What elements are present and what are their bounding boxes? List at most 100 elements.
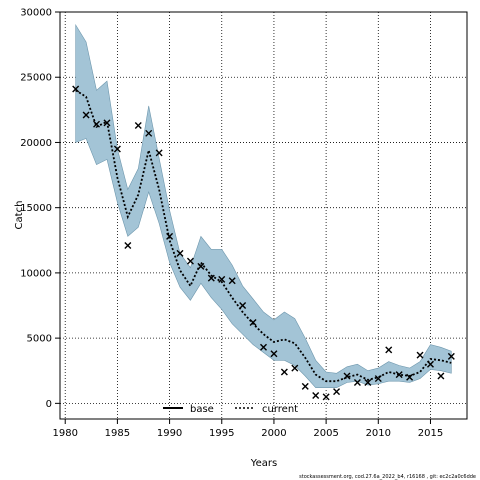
observed-point (280, 368, 288, 376)
observed-point (312, 392, 320, 400)
observed-point-stroke (343, 372, 351, 380)
observed-point-stroke (239, 302, 247, 310)
observed-point-stroke (426, 360, 434, 368)
observed-point (93, 120, 101, 128)
y-tick-label: 30000 (20, 8, 52, 19)
observed-point-stroke (312, 392, 320, 400)
observed-point (437, 372, 445, 380)
x-tick-label: 1995 (209, 428, 234, 439)
observed-point-stroke (353, 378, 361, 386)
observed-point-stroke (291, 364, 299, 372)
y-tick-label: 15000 (20, 203, 52, 214)
observed-point (166, 232, 174, 240)
observed-point-stroke (186, 257, 194, 265)
observed-point (406, 373, 414, 381)
observed-point (291, 364, 299, 372)
observed-point (218, 275, 226, 283)
observed-point (207, 274, 215, 282)
observed-point-stroke (207, 274, 215, 282)
y-axis-title: Catch (14, 201, 25, 230)
observed-point (124, 242, 132, 249)
observed-point-stroke (197, 262, 205, 270)
observed-point (322, 393, 330, 401)
observed-point-stroke (93, 120, 101, 128)
observed-point (134, 121, 142, 129)
observed-point-stroke (260, 343, 267, 351)
y-tick-label: 0 (46, 399, 52, 410)
series-line-current (75, 89, 452, 383)
observed-point (197, 262, 205, 270)
x-tick-label: 2005 (313, 428, 338, 439)
observed-point (113, 145, 121, 153)
observed-point (395, 371, 403, 379)
plot-frame (59, 11, 468, 420)
observed-point (239, 302, 247, 310)
observed-point-stroke (322, 393, 330, 401)
observed-point-stroke (437, 372, 445, 380)
observed-point (416, 351, 424, 359)
y-tick-label: 5000 (27, 334, 52, 345)
observed-point-stroke (113, 145, 121, 153)
observed-point-stroke (364, 378, 372, 386)
observed-point-stroke (134, 121, 142, 129)
observed-point (72, 85, 80, 93)
observed-point (364, 378, 372, 386)
x-axis-ticks: 1980 1985 1990 1995 2000 2005 2010 2015 (52, 419, 443, 439)
observed-point (374, 375, 382, 383)
observed-point-stroke (406, 373, 414, 381)
observed-point (249, 318, 257, 326)
observed-point (82, 111, 90, 119)
observed-point (301, 382, 309, 390)
observed-point (186, 257, 194, 265)
observed-point-stroke (103, 119, 111, 127)
observed-point-stroke (270, 350, 278, 358)
observed-point-stroke (395, 371, 403, 379)
observed-point (447, 352, 455, 360)
observed-point-stroke (374, 375, 382, 383)
observed-point-stroke (416, 351, 424, 359)
uncertainty-band (75, 23, 452, 388)
observed-point (385, 346, 393, 354)
x-tick-label: 1985 (105, 428, 130, 439)
observed-point (426, 360, 434, 368)
observed-point (333, 388, 341, 396)
observed-point (145, 129, 153, 137)
observed-point-stroke (72, 85, 80, 93)
observed-point-stroke (447, 352, 455, 360)
y-tick-label: 10000 (20, 268, 52, 279)
observed-point-stroke (301, 382, 309, 390)
observed-point-stroke (166, 232, 174, 240)
series-lines (75, 89, 452, 383)
observed-point-stroke (145, 129, 153, 137)
y-tick-label: 25000 (20, 73, 52, 84)
legend: base current (163, 404, 298, 415)
x-tick-label: 1990 (157, 428, 182, 439)
observed-point-stroke (155, 149, 163, 157)
observed-point-stroke (385, 346, 393, 354)
observed-point-stroke (228, 277, 236, 285)
observed-point (228, 277, 236, 285)
observed-point-stroke (124, 242, 132, 249)
x-tick-label: 2010 (366, 428, 391, 439)
observed-point (343, 372, 351, 380)
observed-point-stroke (333, 388, 341, 396)
observed-point-stroke (82, 111, 90, 119)
x-tick-label: 2000 (261, 428, 286, 439)
legend-base-label: base (190, 404, 214, 415)
observed-point (155, 149, 163, 157)
observed-point (176, 249, 184, 257)
observed-point-stroke (176, 249, 184, 257)
observed-point (270, 350, 278, 358)
y-axis-ticks: 0 5000 10000 15000 20000 25000 30000 (20, 8, 60, 410)
observed-markers (72, 85, 455, 401)
x-axis-title: Years (250, 458, 277, 469)
legend-current-label: current (262, 404, 298, 415)
observed-point-stroke (218, 275, 226, 283)
x-tick-label: 1980 (52, 428, 77, 439)
y-tick-label: 20000 (20, 138, 52, 149)
observed-point-stroke (280, 368, 288, 376)
footer-note: stockassessment.org, cod.27.6a_2022_b4, … (299, 474, 476, 480)
observed-point (353, 378, 361, 386)
observed-point (103, 119, 111, 127)
